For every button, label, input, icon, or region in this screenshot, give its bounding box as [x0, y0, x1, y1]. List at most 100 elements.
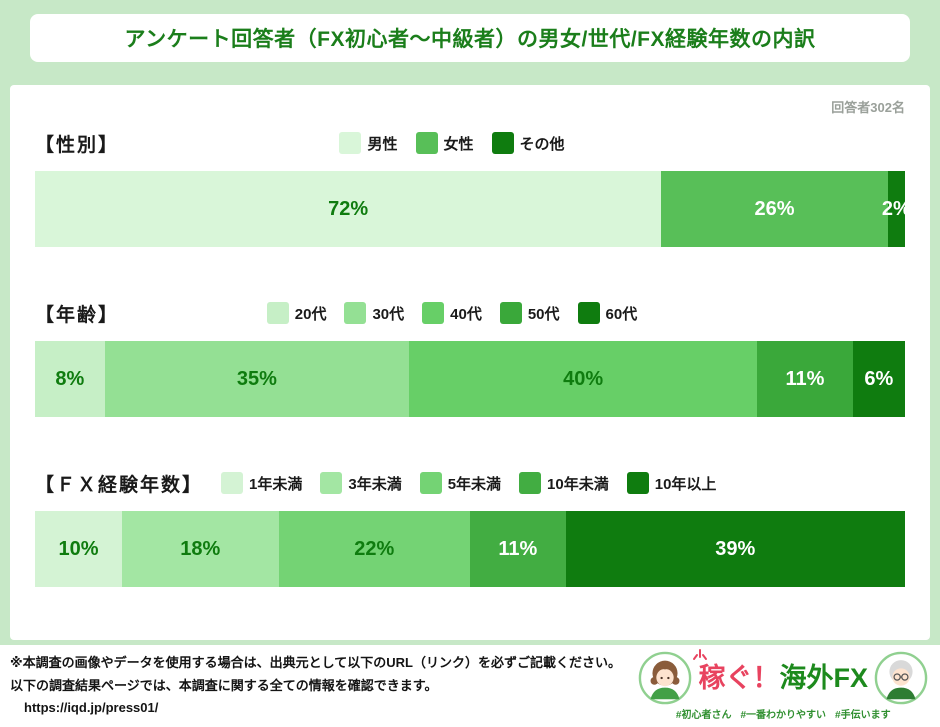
legend-label: 20代	[294, 305, 327, 323]
footer-url[interactable]: https://iqd.jp/press01/	[24, 700, 159, 716]
segment-value-label: 26%	[754, 197, 795, 220]
segment-value-label: 2%	[881, 197, 911, 220]
chart-title: 【ＦＸ経験年数】	[35, 474, 204, 496]
segment-value-label: 6%	[864, 367, 894, 390]
brand-text: 稼ぐ！海外FX	[698, 651, 868, 705]
chart-section-2: 【年齢】 20代 30代 40代 50代 60代 8% 35% 40% 11% 6%	[35, 293, 905, 417]
legend-item: その他	[491, 132, 565, 154]
brand-text-green: 海外FX	[779, 663, 868, 693]
hashtag: #一番わかりやすい	[740, 710, 827, 721]
segment-value-label: 40%	[563, 367, 604, 390]
legend-label: 40代	[450, 305, 482, 323]
bar-segment: 8%	[35, 341, 105, 417]
bar-segment: 11%	[469, 511, 566, 587]
stacked-bar: 10% 18% 22% 11% 39%	[35, 511, 905, 587]
legend-item: 男性	[339, 132, 398, 154]
legend-swatch	[320, 472, 343, 494]
legend-swatch	[344, 302, 367, 324]
legend-label: 3年未満	[348, 475, 402, 493]
chart-title: 【年齢】	[35, 304, 120, 326]
hashtag-list: #初心者さん #一番わかりやすい #手伝います	[676, 706, 891, 721]
footer: ※本調査の画像やデータを使用する場合は、出典元として以下のURL（リンク）を必ず…	[0, 645, 940, 727]
hashtag: #初心者さん	[675, 710, 732, 721]
chart-legend: 1年未満 3年未満 5年未満 10年未満 10年以上	[221, 472, 716, 494]
chart-legend: 男性 女性 その他	[339, 132, 684, 154]
segment-value-label: 18%	[180, 537, 221, 560]
footer-note-1: ※本調査の画像やデータを使用する場合は、出典元として以下のURL（リンク）を必ず…	[10, 654, 621, 670]
legend-swatch	[577, 302, 600, 324]
brand-logo: 稼ぐ！海外FX #初心者さん #一番わかりやすい #手伝います	[638, 649, 928, 721]
bar-segment: 10%	[35, 511, 122, 587]
footer-notes: ※本調査の画像やデータを使用する場合は、出典元として以下のURL（リンク）を必ず…	[10, 652, 621, 720]
legend-swatch	[339, 132, 362, 154]
legend-label: 10年未満	[547, 475, 609, 493]
chart-title: 【性別】	[35, 134, 120, 156]
legend-item: 30代	[344, 302, 404, 324]
legend-label: 5年未満	[447, 475, 502, 493]
charts-container: 【性別】 男性 女性 その他 72% 26% 2% 【年齢】 20代 30代 40代 50代 60代 8%…	[35, 123, 911, 587]
chart-legend: 20代 30代 40代 50代 60代	[266, 302, 757, 324]
brand-logo-row: 稼ぐ！海外FX	[638, 649, 928, 705]
legend-swatch	[266, 302, 289, 324]
legend-item: 10年以上	[626, 472, 717, 494]
legend-swatch	[519, 472, 542, 494]
legend-swatch	[415, 132, 438, 154]
bar-segment: 22%	[278, 511, 470, 587]
man-character-icon	[874, 651, 928, 705]
legend-item: 40代	[422, 302, 482, 324]
brand-text-red: 稼ぐ！	[698, 663, 780, 693]
legend-label: 男性	[367, 135, 398, 153]
legend-label: 60代	[605, 305, 638, 323]
bar-segment: 40%	[409, 341, 758, 417]
legend-item: 女性	[415, 132, 474, 154]
stacked-bar: 8% 35% 40% 11% 6%	[35, 341, 905, 417]
legend-item: 60代	[577, 302, 638, 324]
legend-swatch	[626, 472, 649, 494]
sparkle-icon	[693, 649, 708, 660]
legend-item: 3年未満	[320, 472, 402, 494]
page-title: アンケート回答者（FX初心者～中級者）の男女/世代/FX経験年数の内訳	[124, 28, 816, 51]
legend-swatch	[419, 472, 442, 494]
legend-label: 10年以上	[654, 475, 717, 493]
stacked-bar: 72% 26% 2%	[35, 171, 911, 247]
legend-swatch	[499, 302, 522, 324]
segment-value-label: 72%	[328, 197, 369, 220]
bar-segment: 2%	[882, 171, 911, 247]
woman-character-icon	[639, 651, 692, 705]
segment-value-label: 10%	[58, 537, 99, 560]
legend-label: 1年未満	[249, 475, 303, 493]
segment-value-label: 39%	[715, 537, 756, 560]
legend-item: 10年未満	[519, 472, 609, 494]
bar-segment: 18%	[122, 511, 279, 587]
chart-head: 【性別】 男性 女性 その他	[35, 123, 905, 163]
segment-value-label: 11%	[498, 537, 538, 560]
chart-section-3: 【ＦＸ経験年数】 1年未満 3年未満 5年未満 10年未満 10年以上 10% 18% 22% 1…	[35, 463, 905, 587]
legend-label: 30代	[372, 305, 405, 323]
footer-note-2: 以下の調査結果ページでは、本調査に関する全ての情報を確認できます。	[10, 677, 438, 693]
chart-section-1: 【性別】 男性 女性 その他 72% 26% 2%	[35, 123, 911, 247]
segment-value-label: 35%	[236, 367, 277, 390]
bar-segment: 72%	[35, 171, 662, 247]
legend-swatch	[221, 472, 244, 494]
segment-value-label: 8%	[55, 367, 85, 390]
segment-value-label: 22%	[354, 537, 395, 560]
legend-label: その他	[519, 135, 565, 153]
respondents-count: 回答者302名	[831, 100, 905, 115]
bar-segment: 6%	[852, 341, 905, 417]
survey-card: 回答者302名 【性別】 男性 女性 その他 72% 26% 2% 【年齢】 20代 30代 40代…	[10, 85, 930, 640]
legend-swatch	[491, 132, 514, 154]
title-banner: アンケート回答者（FX初心者～中級者）の男女/世代/FX経験年数の内訳	[30, 14, 910, 62]
bar-segment: 39%	[565, 511, 905, 587]
bar-segment: 35%	[104, 341, 410, 417]
segment-value-label: 11%	[785, 367, 825, 390]
legend-item: 1年未満	[221, 472, 302, 494]
legend-item: 5年未満	[419, 472, 502, 494]
legend-label: 50代	[527, 305, 560, 323]
chart-head: 【年齢】 20代 30代 40代 50代 60代	[35, 293, 905, 333]
legend-item: 20代	[266, 302, 327, 324]
legend-label: 女性	[443, 135, 474, 153]
bar-segment: 11%	[757, 341, 853, 417]
legend-item: 50代	[499, 302, 560, 324]
hashtag: #手伝います	[835, 710, 891, 721]
